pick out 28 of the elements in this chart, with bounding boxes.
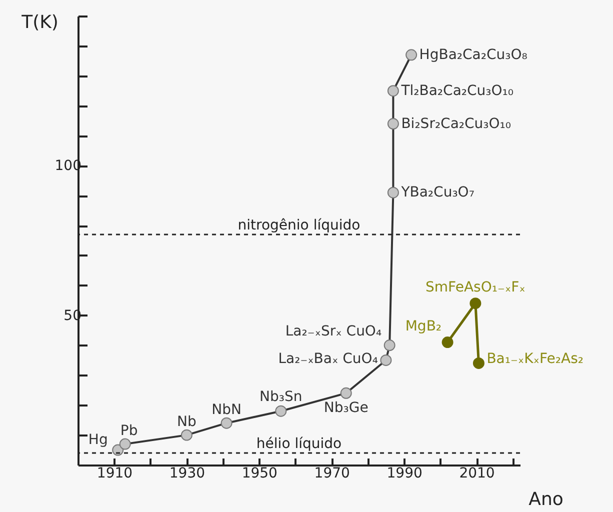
y-axis-title: T(K) [20, 12, 58, 33]
x-tick-label: 1910 [96, 466, 133, 482]
data-label: Tl₂Ba₂Ca₂Cu₃O₁₀ [400, 82, 514, 99]
data-label: Nb₃Sn [260, 389, 302, 406]
point [470, 298, 482, 310]
x-tick-label: 1990 [386, 466, 422, 482]
point [472, 357, 484, 369]
data-label: La₂₋ₓSrₓ CuO₄ [285, 323, 382, 340]
data-label: Nb [177, 414, 196, 430]
x-tick-label: 1950 [242, 466, 278, 482]
data-label: Pb [120, 423, 138, 440]
x-tick-label: 1970 [314, 466, 350, 482]
data-label: MgB₂ [405, 318, 442, 334]
data-label: SmFeAsO₁₋ₓFₓ [426, 279, 526, 296]
ref-line-label: hélio líquido [256, 436, 342, 452]
data-label: Hg [88, 432, 108, 448]
x-tick-label: 1930 [169, 466, 206, 482]
data-label: NbN [212, 402, 242, 418]
point [442, 336, 454, 348]
data-label: Ba₁₋ₓKₓFe₂As₂ [486, 351, 584, 368]
data-label: Bi₂Sr₂Ca₂Cu₃O₁₀ [401, 116, 512, 132]
data-label: HgBa₂Ca₂Cu₃O₈ [419, 46, 528, 63]
data-label: La₂₋ₓBaₓ CuO₄ [278, 351, 378, 368]
x-axis-title: Ano [528, 489, 564, 510]
data-label: YBa₂Cu₃O₇ [400, 184, 474, 201]
x-tick-label: 2010 [459, 466, 495, 482]
ref-line-label: nitrogênio líquido [238, 218, 360, 234]
data-label: Nb₃Ge [324, 400, 368, 416]
